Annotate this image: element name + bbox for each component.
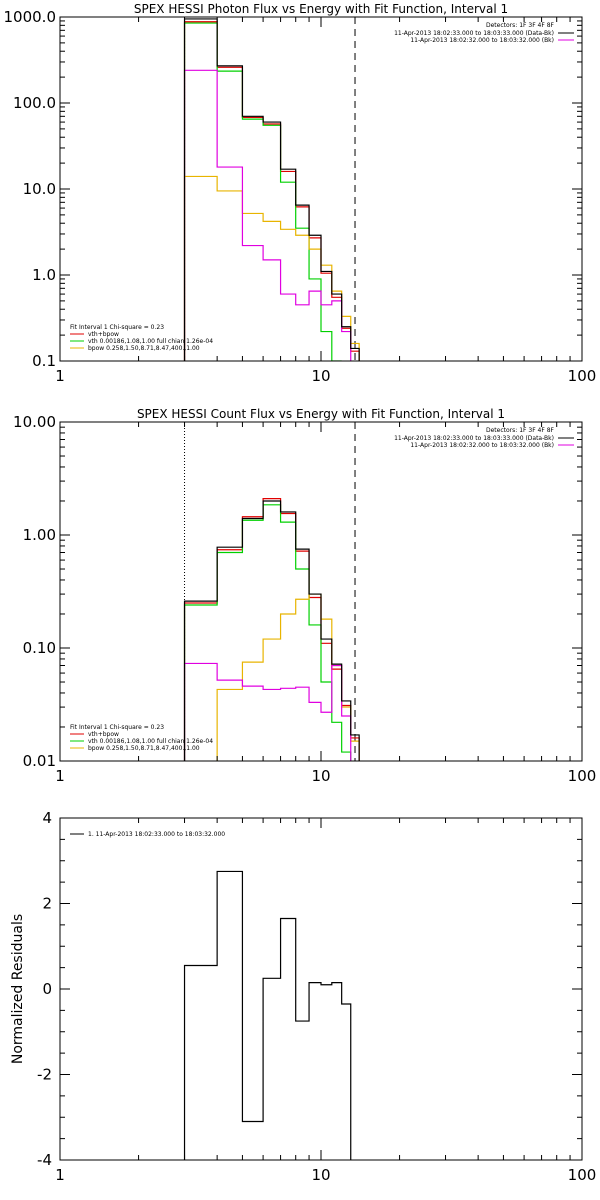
x-tick-label: 10 <box>311 1166 330 1184</box>
legend-detectors: Detectors: 1F 3F 4F 8F <box>486 427 555 434</box>
series-data-bk <box>183 18 360 361</box>
series-data-bk <box>183 500 360 761</box>
chart-panel-1: 1 10 100 0.1 1.0 10.0 100.0 1000.0 SPEX HESSI Ph… <box>4 2 597 385</box>
y-tick-label: 0 <box>42 980 52 998</box>
series-vth-bpow <box>183 21 360 361</box>
y-tick-label: 0.01 <box>23 752 56 770</box>
legend-detectors: Detectors: 1F 3F 4F 8F <box>486 22 555 29</box>
y-tick-label: 1.00 <box>23 526 56 544</box>
chart-title: SPEX HESSI Photon Flux vs Energy with Fi… <box>134 2 508 16</box>
y-tick-label: -2 <box>37 1066 52 1084</box>
series-group <box>183 870 352 1160</box>
y-tick-label: 0.1 <box>32 352 56 370</box>
series-vth-bpow <box>183 497 360 761</box>
legend-entry: 11-Apr-2013 18:02:32.000 to 18:03:32.000… <box>410 37 554 44</box>
x-tick-label: 100 <box>568 367 597 385</box>
series-group <box>183 18 360 361</box>
series-group <box>183 497 360 761</box>
x-tick-label: 1 <box>55 767 65 785</box>
series-bk <box>183 662 352 761</box>
series-vth <box>183 22 342 361</box>
series-vth <box>183 504 352 761</box>
x-tick-label: 1 <box>55 367 65 385</box>
chart-title: SPEX HESSI Count Flux vs Energy with Fit… <box>137 407 505 421</box>
legend-entry: 11-Apr-2013 18:02:33.000 to 18:03:33.000… <box>394 435 554 442</box>
series-residuals <box>183 870 352 1160</box>
y-tick-label: 4 <box>42 809 52 827</box>
y-tick-label: 100.0 <box>13 94 56 112</box>
y-tick-label: 0.10 <box>23 639 56 657</box>
chart-panel-2: 1 10 100 0.01 0.10 1.00 10.00 SPEX HESSI Count … <box>13 407 596 785</box>
legend-entry: bpow 0.258,1.50,8.71,8.47,400.,1.00 <box>88 745 200 752</box>
legend-fit-header: Fit Interval 1 Chi-square = 0.23 <box>70 324 164 331</box>
series-bpow <box>183 175 360 361</box>
y-tick-label: 1000.0 <box>4 8 57 26</box>
y-tick-label: 2 <box>42 895 52 913</box>
legend-entry: vth 0.00186,1.08,1.00 full chian 1.26e-0… <box>88 738 213 745</box>
x-tick-label: 10 <box>311 767 330 785</box>
y-tick-label: 10.0 <box>23 180 56 198</box>
legend-entry: bpow 0.258,1.50,8.71,8.47,400.,1.00 <box>88 345 200 352</box>
x-tick-label: 100 <box>568 767 597 785</box>
x-tick-label: 10 <box>311 367 330 385</box>
series-bk <box>183 69 352 361</box>
legend-fit-header: Fit Interval 1 Chi-square = 0.23 <box>70 724 164 731</box>
plot-frame <box>59 817 583 1161</box>
legend-entry: vth+bpow <box>88 331 119 338</box>
x-tick-label: 100 <box>568 1166 597 1184</box>
series-bpow <box>216 593 360 761</box>
y-tick-label: 10.00 <box>13 413 56 431</box>
legend-entry: 11-Apr-2013 18:02:32.000 to 18:03:32.000… <box>410 442 554 449</box>
legend-entry: 11-Apr-2013 18:02:33.000 to 18:03:33.000… <box>394 30 554 37</box>
y-tick-label: -4 <box>37 1151 52 1169</box>
chart-panel-3: 1 10 100 -4 -2 0 2 4 Normalized Residuals 1. 11-A… <box>10 809 596 1184</box>
legend-entry: vth 0.00186,1.08,1.00 full chian 1.26e-0… <box>88 338 213 345</box>
legend-entry: 1. 11-Apr-2013 18:02:33.000 to 18:03:32.… <box>88 831 225 838</box>
legend-entry: vth+bpow <box>88 731 119 738</box>
y-axis-label: Normalized Residuals <box>10 914 26 1064</box>
x-tick-label: 1 <box>55 1166 65 1184</box>
y-tick-label: 1.0 <box>32 266 56 284</box>
